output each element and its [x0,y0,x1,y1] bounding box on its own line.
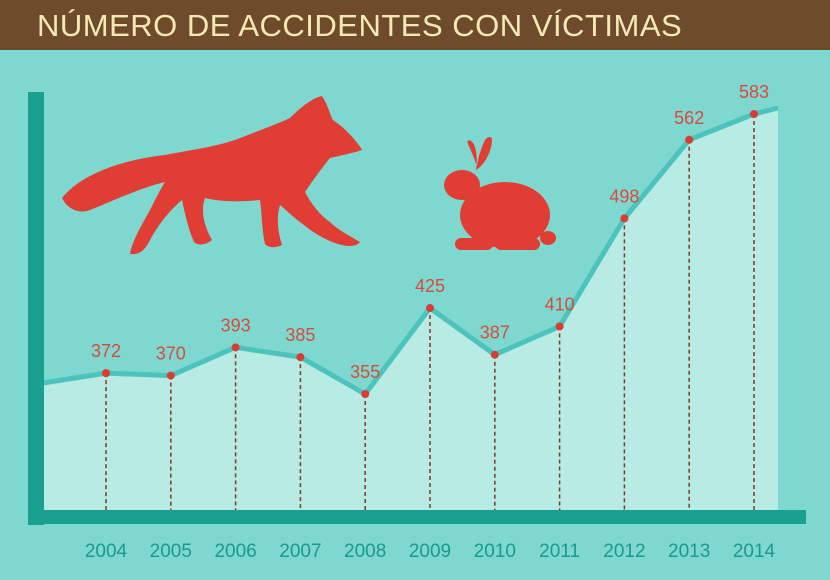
plot-area: 372 2004 370 2005 393 2006 385 2007 355 2008 425 20… [28,82,806,562]
x-tick-label-2012: 2012 [603,541,645,562]
data-label-2004: 372 [91,341,121,361]
x-tick-label-2011: 2011 [539,541,580,562]
chart-title: NÚMERO DE ACCIDENTES CON VÍCTIMAS [37,8,683,43]
y-axis [28,92,44,525]
x-tick-label-2009: 2009 [409,541,451,562]
data-label-2007: 385 [285,325,315,345]
data-label-2005: 370 [156,344,186,364]
x-tick-label-2005: 2005 [150,541,192,562]
area-chart: 372 2004 370 2005 393 2006 385 2007 355 2008 425 20… [28,82,806,562]
data-point-2011 [555,322,564,331]
x-tick-label-2013: 2013 [668,541,710,562]
x-axis [28,510,806,524]
data-point-2005 [166,371,175,380]
area-fill [42,108,778,510]
x-tick-label-2004: 2004 [85,541,128,562]
data-label-2009: 425 [415,276,445,296]
x-tick-label-2006: 2006 [214,541,256,562]
data-point-2012 [620,214,629,223]
x-tick-label-2014: 2014 [733,541,776,562]
fox-silhouette [62,96,362,255]
data-label-2012: 498 [609,186,639,206]
rabbit-silhouette [444,137,556,250]
data-point-2004 [102,369,110,378]
data-point-2006 [231,343,240,352]
data-point-2009 [426,304,434,313]
data-label-2013: 562 [674,108,704,128]
x-tick-label-2010: 2010 [474,541,516,562]
illustrations [62,96,556,255]
header-bar: NÚMERO DE ACCIDENTES CON VÍCTIMAS [0,0,830,50]
data-label-2010: 387 [480,323,510,343]
data-point-2007 [296,353,305,362]
data-label-2014: 583 [739,82,769,102]
x-tick-label-2007: 2007 [279,541,321,562]
data-point-2013 [685,135,694,144]
data-label-2006: 393 [221,315,251,335]
x-tick-label-2008: 2008 [344,541,386,562]
data-label-2011: 410 [545,294,575,314]
data-point-2008 [361,390,370,398]
data-point-2010 [490,350,499,359]
data-label-2008: 355 [350,362,380,382]
data-point-2014 [750,110,758,118]
